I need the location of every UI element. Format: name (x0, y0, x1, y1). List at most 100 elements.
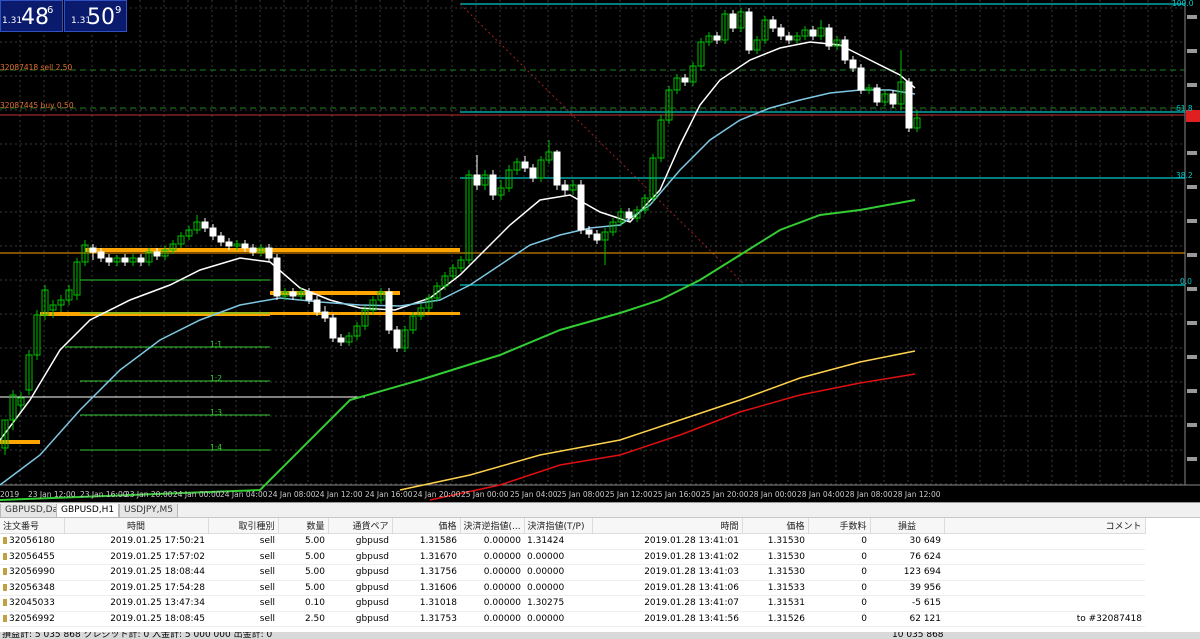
col-order[interactable]: 注文番号 (0, 518, 65, 534)
table-row[interactable]: 32056348 2019.01.25 17:54:28 sell 5.00 gbpus… (0, 580, 1145, 596)
cell: 2019.01.25 17:50:21 (64, 533, 208, 550)
history-table: 注文番号 時間 取引種別 数量 通貨ペア 価格 決済逆指値(... 決済指値(T… (0, 518, 1146, 627)
cell: 0 (808, 549, 870, 565)
price-chart[interactable]: 1.31 48 6 1.31 50 9 32087418 sell 2.50 3… (0, 0, 1200, 502)
tab-usdjpy-m5[interactable]: USDJPY,M5 (119, 504, 178, 518)
price-tick (1187, 355, 1197, 359)
cell: 39 956 (870, 580, 944, 596)
candle-body (793, 35, 801, 41)
bid-pip: 6 (47, 5, 54, 16)
cell-text: 1.31424 (527, 536, 565, 547)
candle-body (393, 329, 401, 349)
table-row[interactable]: 32045033 2019.01.25 13:47:34 sell 0.10 gbpus… (0, 595, 1145, 612)
col-open-time[interactable]: 時間 (64, 518, 209, 534)
tab-gbpusd-h1[interactable]: GBPUSD,H1 (56, 504, 120, 518)
col-volume[interactable]: 数量 (278, 518, 329, 534)
cell-text: gbpusd (355, 536, 389, 547)
candle-body (185, 229, 193, 237)
candle-body (57, 299, 65, 306)
cell: 2019.01.25 17:54:28 (64, 580, 208, 596)
cell-text: 0 (861, 598, 867, 609)
cell-text: 0.00000 (483, 536, 521, 547)
cell: 32056990 (0, 564, 64, 581)
buy-order-label[interactable]: 32087445 buy 0.50 (0, 101, 74, 110)
cell: 1.31606 (392, 580, 460, 596)
time-tick: 2019 (0, 490, 20, 499)
col-comment[interactable]: コメント (944, 518, 1146, 534)
col-profit[interactable]: 損益 (870, 518, 945, 534)
col-tp[interactable]: 決済指値(T/P) (524, 518, 593, 534)
cell-text: gbpusd (355, 598, 389, 609)
cell: sell (208, 580, 278, 596)
table-row[interactable]: 32056992 2019.01.25 18:08:45 sell 2.50 gbpus… (0, 611, 1145, 627)
fibo-label-382: 38.2 (1176, 171, 1193, 180)
cell (944, 580, 1145, 596)
candle-body (161, 249, 169, 257)
cell-text: 2019.01.28 13:41:07 (644, 598, 739, 609)
col-close-time[interactable]: 時間 (592, 518, 743, 534)
cell: 2019.01.25 18:08:44 (64, 564, 208, 581)
cell-text: 2019.01.25 18:08:45 (110, 613, 205, 624)
col-symbol[interactable]: 通貨ペア (328, 518, 393, 534)
candle-body (609, 221, 617, 233)
sell-order-label[interactable]: 32087418 sell 2.50 (0, 63, 73, 72)
col-sl[interactable]: 決済逆指値(... (460, 518, 525, 534)
candle-body (465, 174, 473, 261)
table-row[interactable]: 32056455 2019.01.25 17:57:02 sell 5.00 gbpus… (0, 549, 1145, 565)
cell-text: sell (259, 613, 275, 624)
col-commission[interactable]: 手数料 (808, 518, 871, 534)
cell: 0 (808, 564, 870, 581)
candle-body (889, 93, 897, 105)
cell: 0.00000 (460, 580, 524, 596)
order-icon (3, 552, 7, 560)
cell: 2019.01.25 13:47:34 (64, 595, 208, 612)
order-icon (3, 583, 7, 591)
candle-body (65, 289, 73, 301)
cell-text: 0.00000 (527, 567, 565, 578)
price-tick (1187, 151, 1197, 155)
table-row[interactable]: 32056180 2019.01.25 17:50:21 sell 5.00 gbpus… (0, 533, 1145, 550)
fibo-label-100: 100.0 (1172, 0, 1194, 8)
candle-body (777, 27, 785, 37)
candle-body (601, 231, 609, 241)
ratio-label-4: 1:4 (210, 443, 223, 452)
cell: 2019.01.28 13:41:07 (592, 595, 742, 612)
cell-text: 32056992 (9, 613, 55, 624)
candle-body (225, 241, 233, 247)
price-tick (1187, 15, 1197, 19)
cell: 5.00 (278, 564, 328, 581)
cell-text: 1.31526 (767, 613, 805, 624)
candle-body (713, 35, 721, 41)
table-header: 注文番号 時間 取引種別 数量 通貨ペア 価格 決済逆指値(... 決済指値(T… (0, 518, 1146, 534)
cell: 2019.01.28 13:41:56 (592, 611, 742, 627)
col-type[interactable]: 取引種別 (208, 518, 279, 534)
col-open-price[interactable]: 価格 (392, 518, 461, 534)
candle-body (585, 229, 593, 235)
ask-quote[interactable]: 1.31 50 9 (64, 0, 127, 32)
cell: 32056348 (0, 580, 64, 596)
candle-body (289, 291, 297, 297)
bid-quote[interactable]: 1.31 48 6 (0, 0, 63, 32)
trade-history-panel: 注文番号 時間 取引種別 数量 通貨ペア 価格 決済逆指値(... 決済指値(T… (0, 518, 1200, 639)
candle-body (689, 65, 697, 83)
col-close-price[interactable]: 価格 (742, 518, 809, 534)
candle-body (345, 335, 353, 343)
candle-body (201, 221, 209, 229)
cell-text: 1.31530 (767, 536, 805, 547)
candle-body (433, 285, 441, 299)
price-tick (1187, 287, 1197, 291)
cell-text: gbpusd (355, 551, 389, 562)
table-row[interactable]: 32056990 2019.01.25 18:08:44 sell 5.00 gbpus… (0, 564, 1145, 581)
candle-body (633, 209, 641, 219)
candle-body (137, 257, 145, 263)
cell-text: 5.00 (304, 582, 325, 593)
candle-body (809, 29, 817, 37)
candle-body (737, 11, 745, 29)
cell-text: 1.31530 (767, 567, 805, 578)
order-icon (3, 599, 7, 607)
candle-body (249, 247, 257, 253)
candle-body (9, 394, 17, 421)
candle-body (49, 304, 57, 311)
cell: 0.10 (278, 595, 328, 612)
candle-body (513, 161, 521, 171)
